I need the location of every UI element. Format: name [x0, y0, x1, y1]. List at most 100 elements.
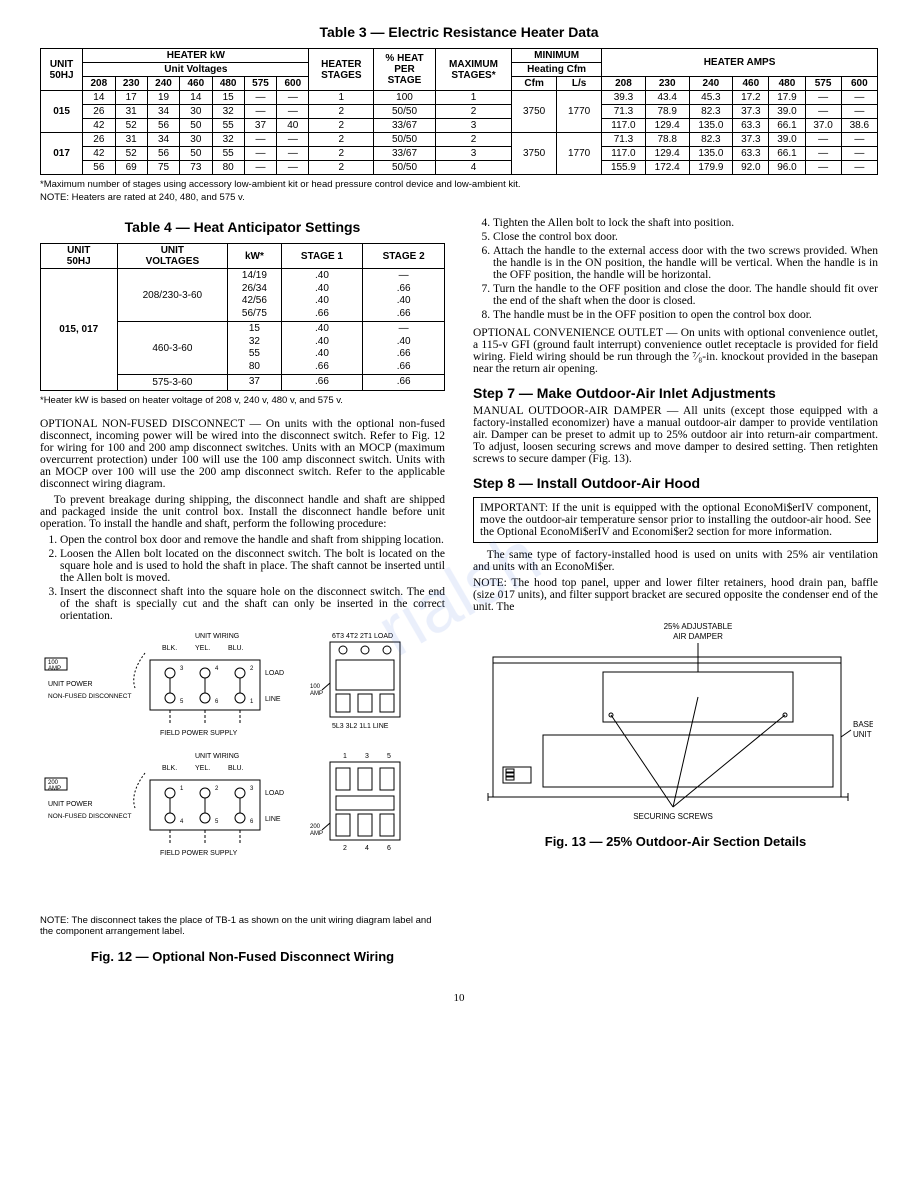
para-nfd: OPTIONAL NON-FUSED DISCONNECT — On units…: [40, 418, 445, 490]
right-ol: Tighten the Allen bolt to lock the shaft…: [473, 217, 878, 321]
th-amp-volt: 600: [841, 77, 877, 91]
fig12-title: Fig. 12 — Optional Non-Fused Disconnect …: [40, 949, 445, 964]
svg-text:1: 1: [343, 753, 347, 760]
fig13-svg: 25% ADJUSTABLE AIR DAMPER SECURING SCREW…: [473, 617, 873, 827]
para-outlet: OPTIONAL CONVENIENCE OUTLET — On units w…: [473, 327, 878, 375]
svg-text:1: 1: [180, 786, 184, 792]
table-row: 42525650553740233/673117.0129.4135.063.3…: [41, 119, 878, 133]
svg-text:6: 6: [387, 845, 391, 852]
svg-text:1: 1: [250, 699, 254, 705]
th-heater-kw: HEATER kW: [83, 49, 309, 63]
lbl-nfd-1: NON-FUSED DISCONNECT: [48, 693, 131, 700]
lbl-blk-1: BLK.: [162, 645, 177, 652]
svg-text:AMP: AMP: [48, 786, 61, 792]
important-box: IMPORTANT: If the unit is equipped with …: [473, 497, 878, 543]
th-volt: 240: [147, 77, 179, 91]
table-row: 0151417191415——110013750177039.343.445.3…: [41, 91, 878, 105]
svg-text:UNIT: UNIT: [853, 730, 872, 739]
svg-text:6: 6: [250, 819, 254, 825]
th-unit-voltages: Unit Voltages: [83, 63, 309, 77]
table-row: 5669757380——250/504155.9172.4179.992.096…: [41, 161, 878, 175]
svg-text:6: 6: [215, 699, 219, 705]
svg-text:5: 5: [387, 753, 391, 760]
svg-text:3: 3: [365, 753, 369, 760]
lbl-blu-1: BLU.: [228, 645, 244, 652]
lbl-yel-1: YEL.: [195, 645, 210, 652]
th-max-stages: MAXIMUM STAGES*: [435, 49, 511, 91]
ol-item-1: Open the control box door and remove the…: [60, 534, 445, 546]
svg-text:LOAD: LOAD: [265, 790, 284, 797]
svg-text:3: 3: [180, 666, 184, 672]
ol-item-4: Tighten the Allen bolt to lock the shaft…: [493, 217, 878, 229]
svg-text:2: 2: [343, 845, 347, 852]
svg-text:25% ADJUSTABLE: 25% ADJUSTABLE: [664, 622, 733, 631]
svg-text:LINE: LINE: [265, 696, 281, 703]
th-amp-volt: 575: [805, 77, 841, 91]
svg-text:5: 5: [180, 699, 184, 705]
lbl-field-2: FIELD POWER SUPPLY: [160, 850, 238, 857]
lbl-yel-2: YEL.: [195, 765, 210, 772]
svg-text:LOAD: LOAD: [265, 670, 284, 677]
ol-item-6: Attach the handle to the external access…: [493, 245, 878, 281]
svg-text:4: 4: [365, 845, 369, 852]
lbl-nfd-2: NON-FUSED DISCONNECT: [48, 813, 131, 820]
svg-text:BASE: BASE: [853, 720, 873, 729]
table4-title: Table 4 — Heat Anticipator Settings: [40, 219, 445, 235]
svg-text:LINE: LINE: [265, 816, 281, 823]
lbl-blk-2: BLK.: [162, 765, 177, 772]
th-amp-volt: 460: [733, 77, 769, 91]
th-heating-cfm: Heating Cfm: [512, 63, 602, 77]
step7-title: Step 7 — Make Outdoor-Air Inlet Adjustme…: [473, 385, 878, 401]
fig12-svg: UNIT WIRING BLK. YEL. BLU. 100 AMP 3 4 2…: [40, 628, 440, 908]
svg-text:AMP: AMP: [48, 666, 61, 672]
th-amp-volt: 480: [769, 77, 805, 91]
fig12-note: NOTE: The disconnect takes the place of …: [40, 915, 445, 937]
table-row: 015, 017208/230-3-6014/19 26/34 42/56 56…: [41, 269, 445, 322]
th-amp-volt: 208: [602, 77, 646, 91]
para-hood1: The same type of factory-installed hood …: [473, 549, 878, 573]
table4-footnote: *Heater kW is based on heater voltage of…: [40, 395, 445, 406]
table-row: 4252565055——233/673117.0129.4135.063.366…: [41, 147, 878, 161]
ol-item-7: Turn the handle to the OFF position and …: [493, 283, 878, 307]
th-min: MINIMUM: [512, 49, 602, 63]
lbl-top-load: 6T3 4T2 2T1 LOAD: [332, 633, 393, 640]
table-row: 2631343032——250/50271.378.982.337.339.0—…: [41, 105, 878, 119]
svg-text:4: 4: [215, 666, 219, 672]
ol-item-5: Close the control box door.: [493, 231, 878, 243]
ol-item-8: The handle must be in the OFF position t…: [493, 309, 878, 321]
right-column: Tighten the Allen bolt to lock the shaft…: [473, 215, 878, 972]
para-hood2: NOTE: The hood top panel, upper and lowe…: [473, 577, 878, 613]
th-volt: 575: [244, 77, 276, 91]
lbl-field-1: FIELD POWER SUPPLY: [160, 730, 238, 737]
table3-footnote1: *Maximum number of stages using accessor…: [40, 179, 878, 190]
svg-text:AMP: AMP: [310, 831, 323, 837]
lbl-unit-wiring-1: UNIT WIRING: [195, 633, 239, 640]
lbl-blu-2: BLU.: [228, 765, 244, 772]
svg-text:2: 2: [250, 666, 254, 672]
svg-text:4: 4: [180, 819, 184, 825]
th-volt: 480: [212, 77, 244, 91]
para-prevent: To prevent breakage during shipping, the…: [40, 494, 445, 530]
lbl-bot-line: 5L3 3L2 1L1 LINE: [332, 723, 389, 730]
left-column: Table 4 — Heat Anticipator Settings UNIT…: [40, 215, 445, 972]
th-heater-amps: HEATER AMPS: [602, 49, 878, 77]
para-damper: MANUAL OUTDOOR-AIR DAMPER — All units (e…: [473, 405, 878, 465]
table3-title: Table 3 — Electric Resistance Heater Dat…: [40, 24, 878, 40]
lbl-unit-power-1: UNIT POWER: [48, 681, 93, 688]
svg-text:200: 200: [310, 824, 321, 830]
ol-item-2: Loosen the Allen bolt located on the dis…: [60, 548, 445, 584]
svg-text:5: 5: [215, 819, 219, 825]
th-amp-volt: 240: [689, 77, 733, 91]
lbl-unit-wiring-2: UNIT WIRING: [195, 753, 239, 760]
page-number: 10: [40, 992, 878, 1004]
left-ol: Open the control box door and remove the…: [40, 534, 445, 622]
table-row: 0172631343032——250/5023750177071.378.882…: [41, 133, 878, 147]
svg-text:AIR DAMPER: AIR DAMPER: [673, 632, 723, 641]
lbl-screws: SECURING SCREWS: [633, 812, 713, 821]
lbl-unit-power-2: UNIT POWER: [48, 801, 93, 808]
svg-text:AMP: AMP: [310, 691, 323, 697]
th-volt: 600: [277, 77, 309, 91]
svg-text:3: 3: [250, 786, 254, 792]
svg-text:100: 100: [310, 684, 321, 690]
fig13-title: Fig. 13 — 25% Outdoor-Air Section Detail…: [473, 834, 878, 849]
